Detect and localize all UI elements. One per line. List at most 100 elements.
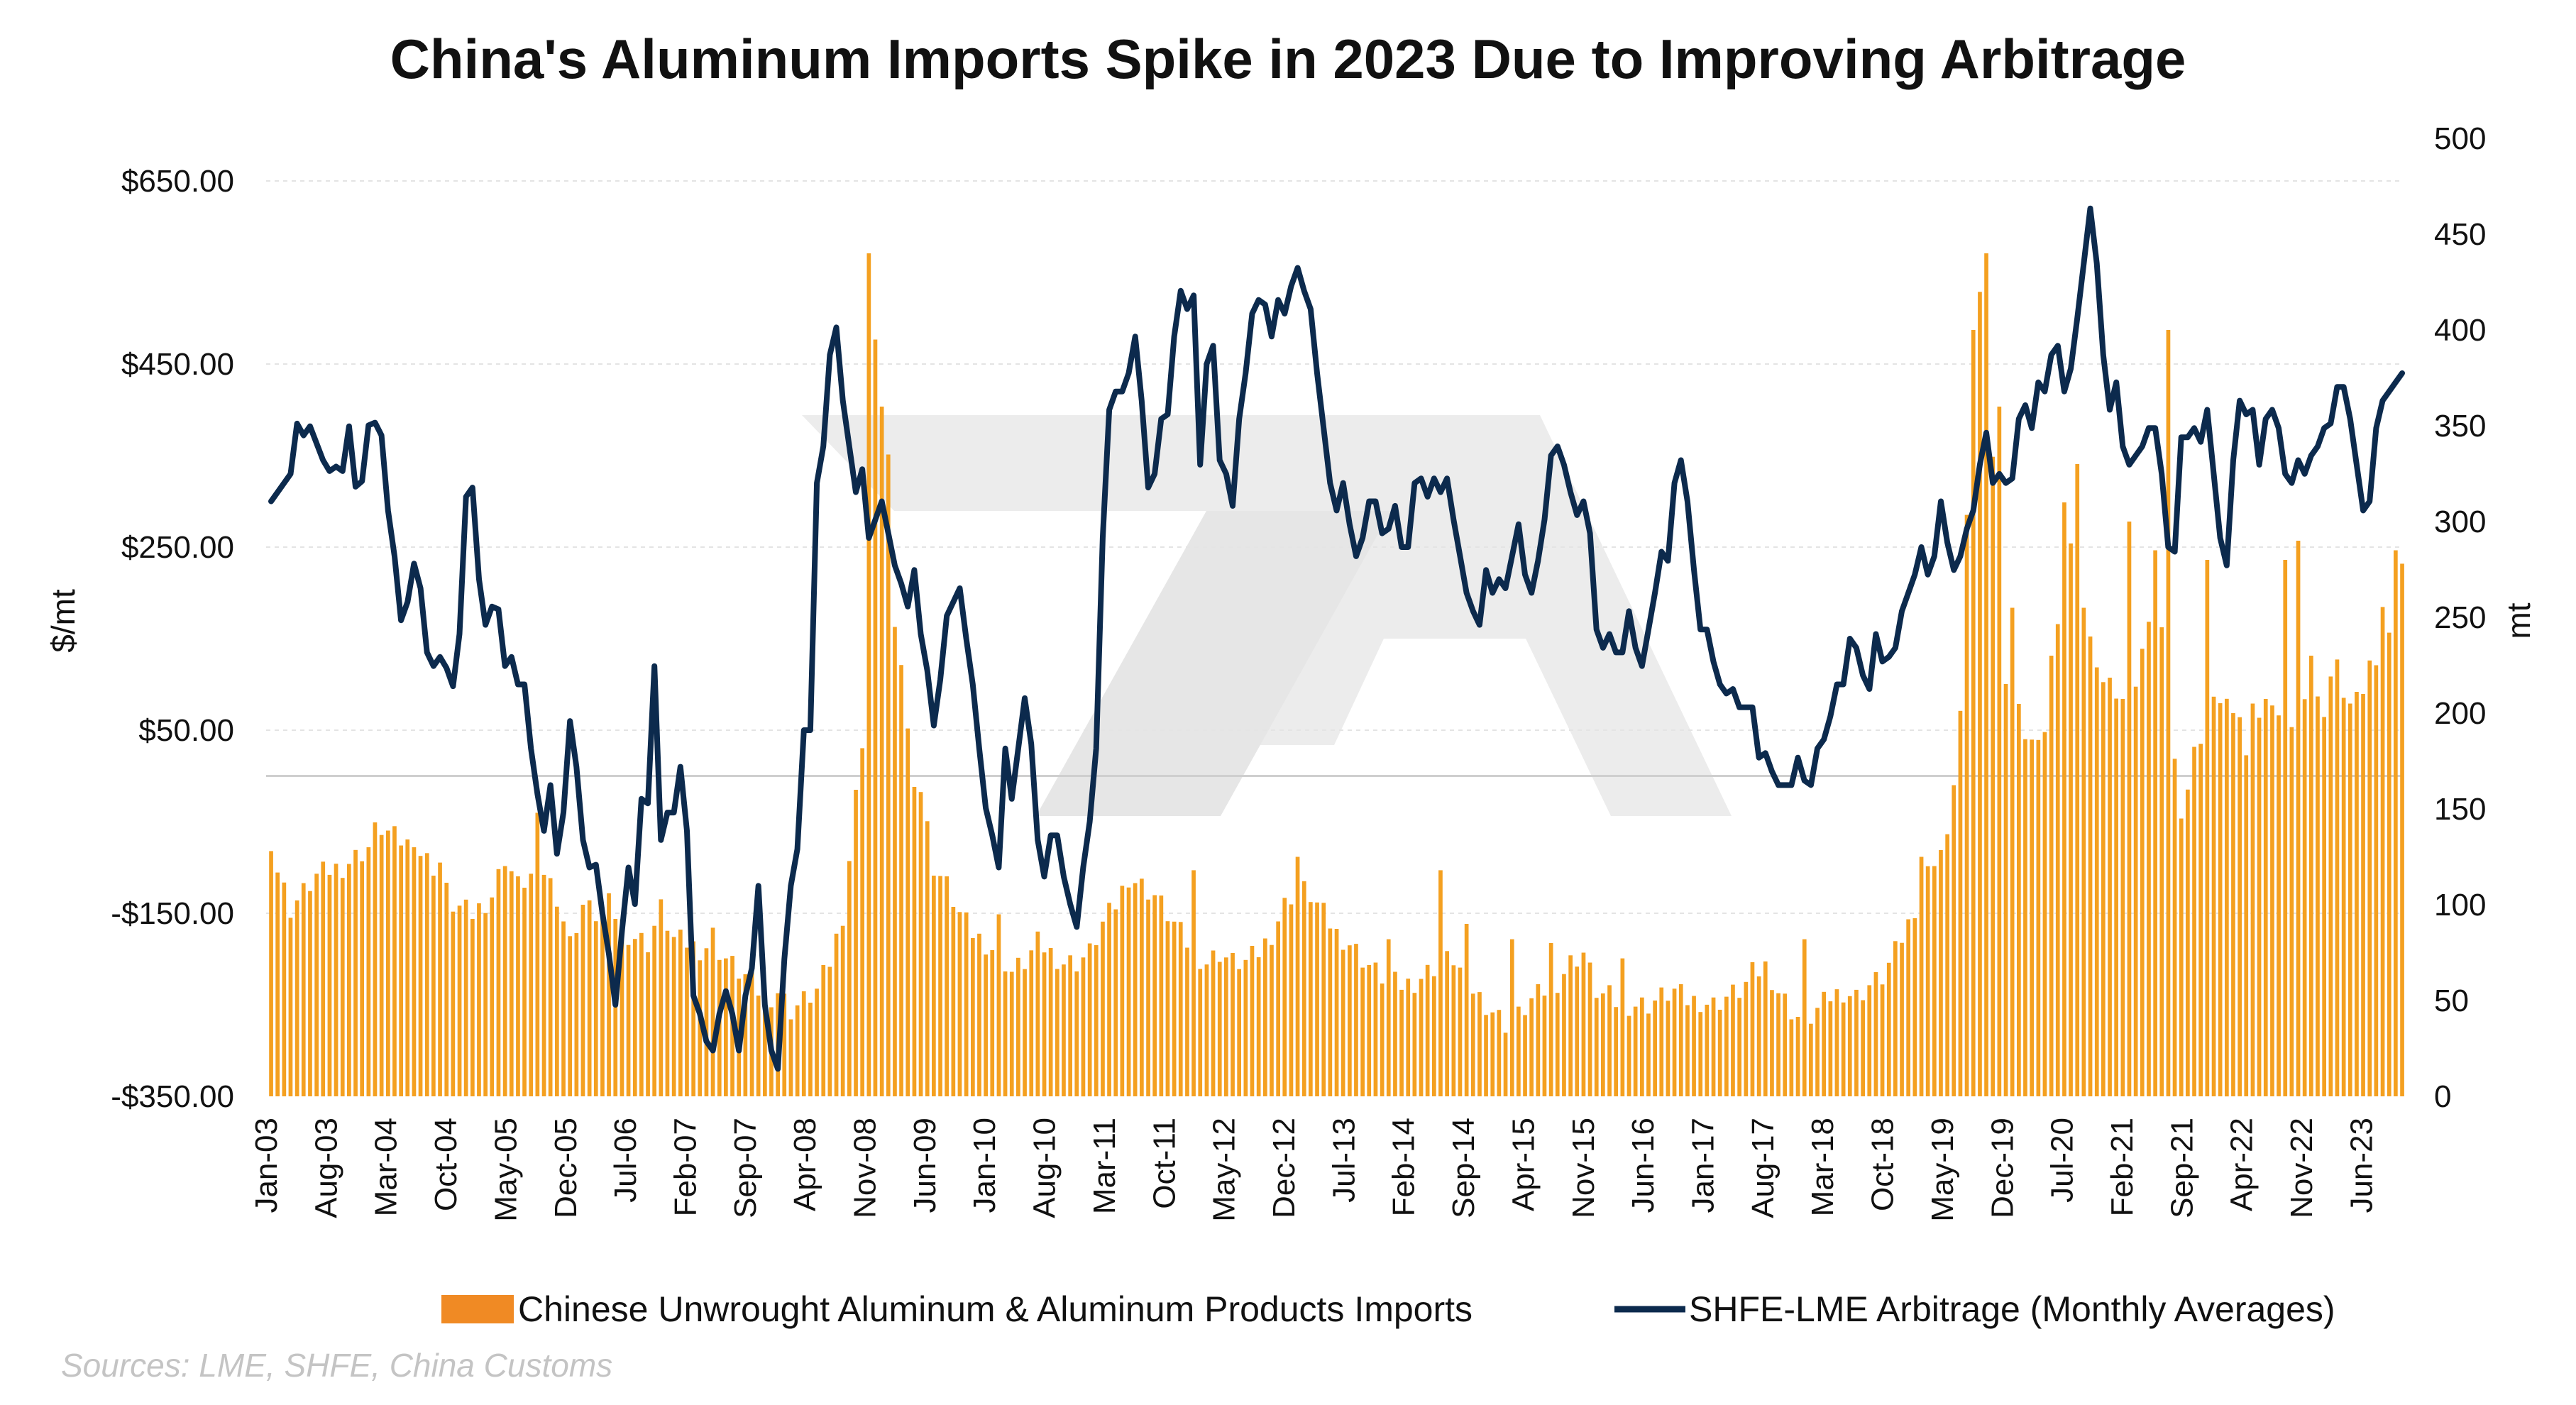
import-bar [1542,996,1547,1096]
import-bar [1562,974,1566,1096]
import-bar [632,939,637,1096]
import-bar [2347,703,2352,1096]
import-bar [1107,903,1111,1096]
import-bar [600,907,605,1096]
import-bar [698,960,703,1096]
import-bar [1952,785,1956,1096]
import-bar [1295,856,1300,1096]
import-bar [1204,964,1209,1096]
import-bar [1425,964,1430,1096]
import-bar [1035,931,1040,1096]
import-bar [1380,984,1385,1096]
import-bar [1445,951,1449,1096]
import-bars [269,253,2404,1097]
import-bar [1744,981,1749,1096]
import-bar [1640,997,1644,1096]
import-bar [2094,667,2099,1096]
import-bar [1822,991,1826,1096]
import-bar [834,933,839,1096]
import-bar [1386,939,1391,1096]
import-bar [288,918,293,1096]
import-bar [1464,924,1469,1096]
import-bar [2133,686,2138,1096]
left-tick-label: -$350.00 [111,1079,234,1114]
import-bar [2335,659,2340,1096]
import-bar [691,941,695,1096]
import-bar [1146,899,1150,1096]
import-bar [457,905,462,1096]
import-bar [2270,705,2274,1096]
arbitrage-series-line [268,205,2405,1072]
x-tick-label: Dec-19 [1985,1118,2020,1218]
import-bar [678,930,683,1096]
import-bar [2088,637,2093,1096]
import-bar [1484,1015,1488,1097]
import-bar [2081,607,2086,1096]
import-bar [1140,878,1144,1096]
import-bar [840,925,845,1096]
import-bar [1750,962,1755,1096]
import-bar [2030,739,2034,1096]
right-tick-label: 100 [2434,888,2486,922]
x-tick-label: Jun-16 [1626,1118,1661,1213]
x-tick-label: Oct-18 [1866,1118,1900,1211]
import-bar [2036,739,2041,1096]
import-bar [1607,985,1612,1096]
right-tick-label: 150 [2434,792,2486,827]
import-bar [2075,464,2080,1096]
import-bar [957,912,962,1096]
import-bar [1984,253,1988,1096]
import-bar [1575,966,1580,1096]
import-bar [1373,962,1378,1096]
import-bar [2367,660,2372,1097]
import-bar [1958,710,1963,1096]
import-bar [2127,522,2132,1096]
x-tick-label: Jan-10 [967,1118,1002,1213]
import-bar [977,933,981,1096]
import-bar [1243,959,1248,1096]
x-tick-label: Mar-04 [369,1118,404,1216]
x-tick-label: Aug-03 [309,1118,343,1218]
import-bar [1009,971,1014,1096]
import-bar [1731,984,1735,1096]
import-bar [1945,834,1949,1096]
import-bar [724,958,728,1096]
import-bar [1529,998,1534,1096]
import-bar [1393,971,1397,1096]
import-bar [795,1005,800,1097]
import-bar [1776,993,1780,1096]
import-bar [1224,957,1228,1097]
import-bar [827,966,832,1096]
x-tick-label: May-12 [1207,1118,1242,1222]
import-bar [1991,456,1996,1096]
import-bar [1503,1032,1508,1096]
import-bar [763,996,767,1096]
import-bar [743,974,748,1096]
import-bar [561,921,566,1096]
x-tick-label: Jul-13 [1326,1118,1361,1203]
import-bar [1659,987,1664,1096]
import-bar [1724,996,1729,1096]
import-bar [424,853,429,1096]
import-bar [314,874,319,1096]
import-bar [308,891,312,1096]
import-bar [1587,962,1592,1096]
import-bar [1536,984,1541,1096]
import-bar [1517,1006,1521,1096]
import-bar [1348,945,1352,1096]
right-tick-label: 350 [2434,409,2486,443]
import-bar [626,944,631,1096]
import-bar [1263,938,1267,1096]
import-bar [477,903,481,1096]
x-tick-label: Aug-17 [1746,1118,1780,1218]
right-tick-label: 400 [2434,313,2486,348]
import-bar [1854,989,1859,1096]
import-bar [1633,1006,1638,1096]
import-bar [1756,976,1761,1096]
import-bar [788,1019,793,1096]
import-bar [516,876,520,1096]
import-bar [854,790,858,1096]
import-bar [1861,1000,1865,1096]
import-bar [1568,955,1573,1096]
